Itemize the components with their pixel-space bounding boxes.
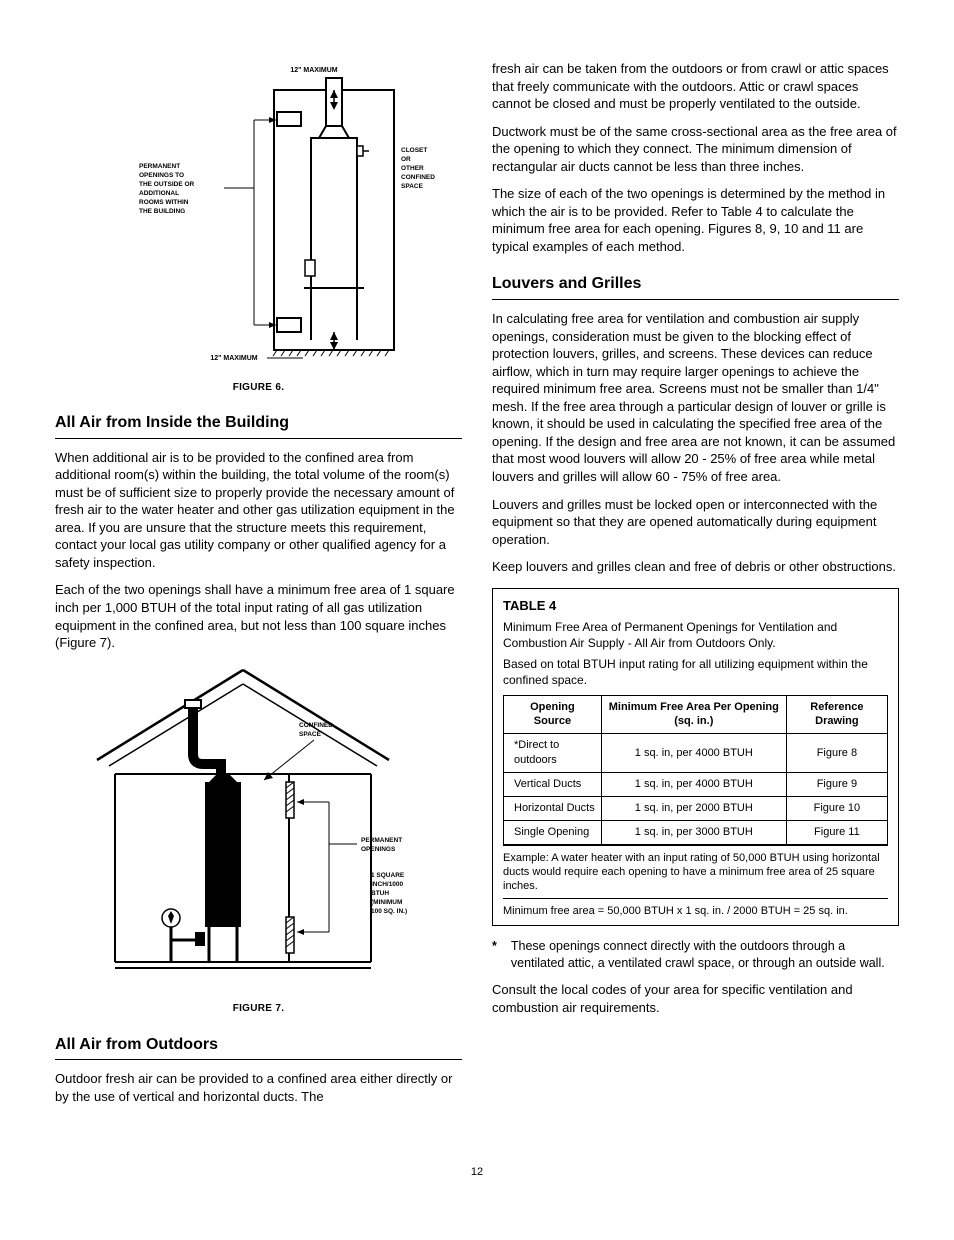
para-r7: Consult the local codes of your area for… — [492, 981, 899, 1016]
svg-text:(MINIMUM: (MINIMUM — [371, 899, 402, 906]
para-r5: Louvers and grilles must be locked open … — [492, 496, 899, 549]
figure-7: CONFINED SPACE PERMANENT OPENINGS — [55, 662, 462, 1016]
svg-text:100 SQ. IN.): 100 SQ. IN.) — [371, 908, 407, 915]
table-row: Vertical Ducts 1 sq. in, per 4000 BTUH F… — [504, 773, 888, 797]
para-outdoors-1: Outdoor fresh air can be provided to a c… — [55, 1070, 462, 1105]
table-4-desc2: Based on total BTUH input rating for all… — [503, 657, 888, 688]
svg-text:ROOMS WITHIN: ROOMS WITHIN — [139, 199, 189, 206]
star-icon: * — [492, 938, 497, 972]
table-4-title: TABLE 4 — [503, 597, 888, 615]
svg-text:OPENINGS: OPENINGS — [361, 846, 396, 853]
table-cell: Single Opening — [504, 820, 602, 844]
table-4-foot2: Minimum free area = 50,000 BTUH x 1 sq. … — [503, 898, 888, 918]
heading-outdoors: All Air from Outdoors — [55, 1034, 462, 1061]
svg-text:ADDITIONAL: ADDITIONAL — [139, 190, 179, 197]
table-header-cell: Reference Drawing — [786, 695, 887, 734]
svg-text:OTHER: OTHER — [401, 165, 424, 172]
fig7-spec-label: 1 SQUARE INCH/1000 BTUH (MINIMUM 100 SQ.… — [371, 872, 407, 915]
footnote-text: These openings connect directly with the… — [511, 938, 899, 972]
heading-inside-building: All Air from Inside the Building — [55, 412, 462, 439]
para-r4: In calculating free area for ventilation… — [492, 310, 899, 485]
svg-text:SPACE: SPACE — [299, 731, 322, 738]
para-r2: Ductwork must be of the same cross-secti… — [492, 123, 899, 176]
footnote-star: * These openings connect directly with t… — [492, 938, 899, 972]
table-cell: Figure 8 — [786, 734, 887, 773]
table-cell: Figure 10 — [786, 796, 887, 820]
para-inside-2: Each of the two openings shall have a mi… — [55, 581, 462, 651]
table-header-cell: Opening Source — [504, 695, 602, 734]
table-cell: *Direct to outdoors — [504, 734, 602, 773]
svg-text:OPENINGS TO: OPENINGS TO — [139, 172, 184, 179]
table-cell: 1 sq. in, per 4000 BTUH — [601, 773, 786, 797]
table-cell: 1 sq. in, per 4000 BTUH — [601, 734, 786, 773]
table-row: Single Opening 1 sq. in, per 3000 BTUH F… — [504, 820, 888, 844]
fig6-right-label: CLOSET OR OTHER CONFINED SPACE — [401, 147, 435, 190]
table-cell: Horizontal Ducts — [504, 796, 602, 820]
svg-text:THE BUILDING: THE BUILDING — [139, 208, 185, 215]
fig7-permanent-label: PERMANENT OPENINGS — [361, 837, 402, 853]
table-4-desc1: Minimum Free Area of Permanent Openings … — [503, 620, 888, 651]
table-cell: 1 sq. in, per 2000 BTUH — [601, 796, 786, 820]
table-4-data: Opening Source Minimum Free Area Per Ope… — [503, 695, 888, 845]
table-cell: Figure 9 — [786, 773, 887, 797]
para-r6: Keep louvers and grilles clean and free … — [492, 558, 899, 576]
svg-text:OR: OR — [401, 156, 411, 163]
svg-text:THE OUTSIDE OR: THE OUTSIDE OR — [139, 181, 195, 188]
table-header-cell: Minimum Free Area Per Opening (sq. in.) — [601, 695, 786, 734]
heading-louvers: Louvers and Grilles — [492, 273, 899, 300]
table-4: TABLE 4 Minimum Free Area of Permanent O… — [492, 588, 899, 926]
svg-text:BTUH: BTUH — [371, 890, 389, 897]
table-cell: Vertical Ducts — [504, 773, 602, 797]
figure-6-caption: FIGURE 6. — [55, 381, 462, 395]
table-row: *Direct to outdoors 1 sq. in, per 4000 B… — [504, 734, 888, 773]
svg-text:PERMANENT: PERMANENT — [139, 163, 180, 170]
fig6-left-label: PERMANENT OPENINGS TO THE OUTSIDE OR ADD… — [139, 163, 195, 215]
svg-text:CLOSET: CLOSET — [401, 147, 427, 154]
left-column: 12" MAXIMUM — [55, 50, 462, 1115]
fig6-bottom-label: 12" MAXIMUM — [210, 355, 257, 362]
svg-text:CONFINED: CONFINED — [299, 722, 333, 729]
svg-text:PERMANENT: PERMANENT — [361, 837, 402, 844]
figure-7-caption: FIGURE 7. — [55, 1002, 462, 1016]
table-cell: Figure 11 — [786, 820, 887, 844]
page-number: 12 — [55, 1165, 899, 1180]
fig6-top-label: 12" MAXIMUM — [290, 67, 337, 74]
two-column-layout: 12" MAXIMUM — [55, 50, 899, 1115]
right-column: fresh air can be taken from the outdoors… — [492, 50, 899, 1115]
table-row: Horizontal Ducts 1 sq. in, per 2000 BTUH… — [504, 796, 888, 820]
para-inside-1: When additional air is to be provided to… — [55, 449, 462, 572]
svg-text:CONFINED: CONFINED — [401, 174, 435, 181]
table-cell: 1 sq. in, per 3000 BTUH — [601, 820, 786, 844]
svg-text:SPACE: SPACE — [401, 183, 424, 190]
svg-text:1 SQUARE: 1 SQUARE — [371, 872, 405, 879]
table-4-foot1: Example: A water heater with an input ra… — [503, 845, 888, 894]
gas-valve-icon — [162, 909, 205, 962]
para-r3: The size of each of the two openings is … — [492, 185, 899, 255]
svg-text:INCH/1000: INCH/1000 — [371, 881, 404, 888]
para-r1: fresh air can be taken from the outdoors… — [492, 60, 899, 113]
figure-6: 12" MAXIMUM — [55, 60, 462, 394]
table-header-row: Opening Source Minimum Free Area Per Ope… — [504, 695, 888, 734]
